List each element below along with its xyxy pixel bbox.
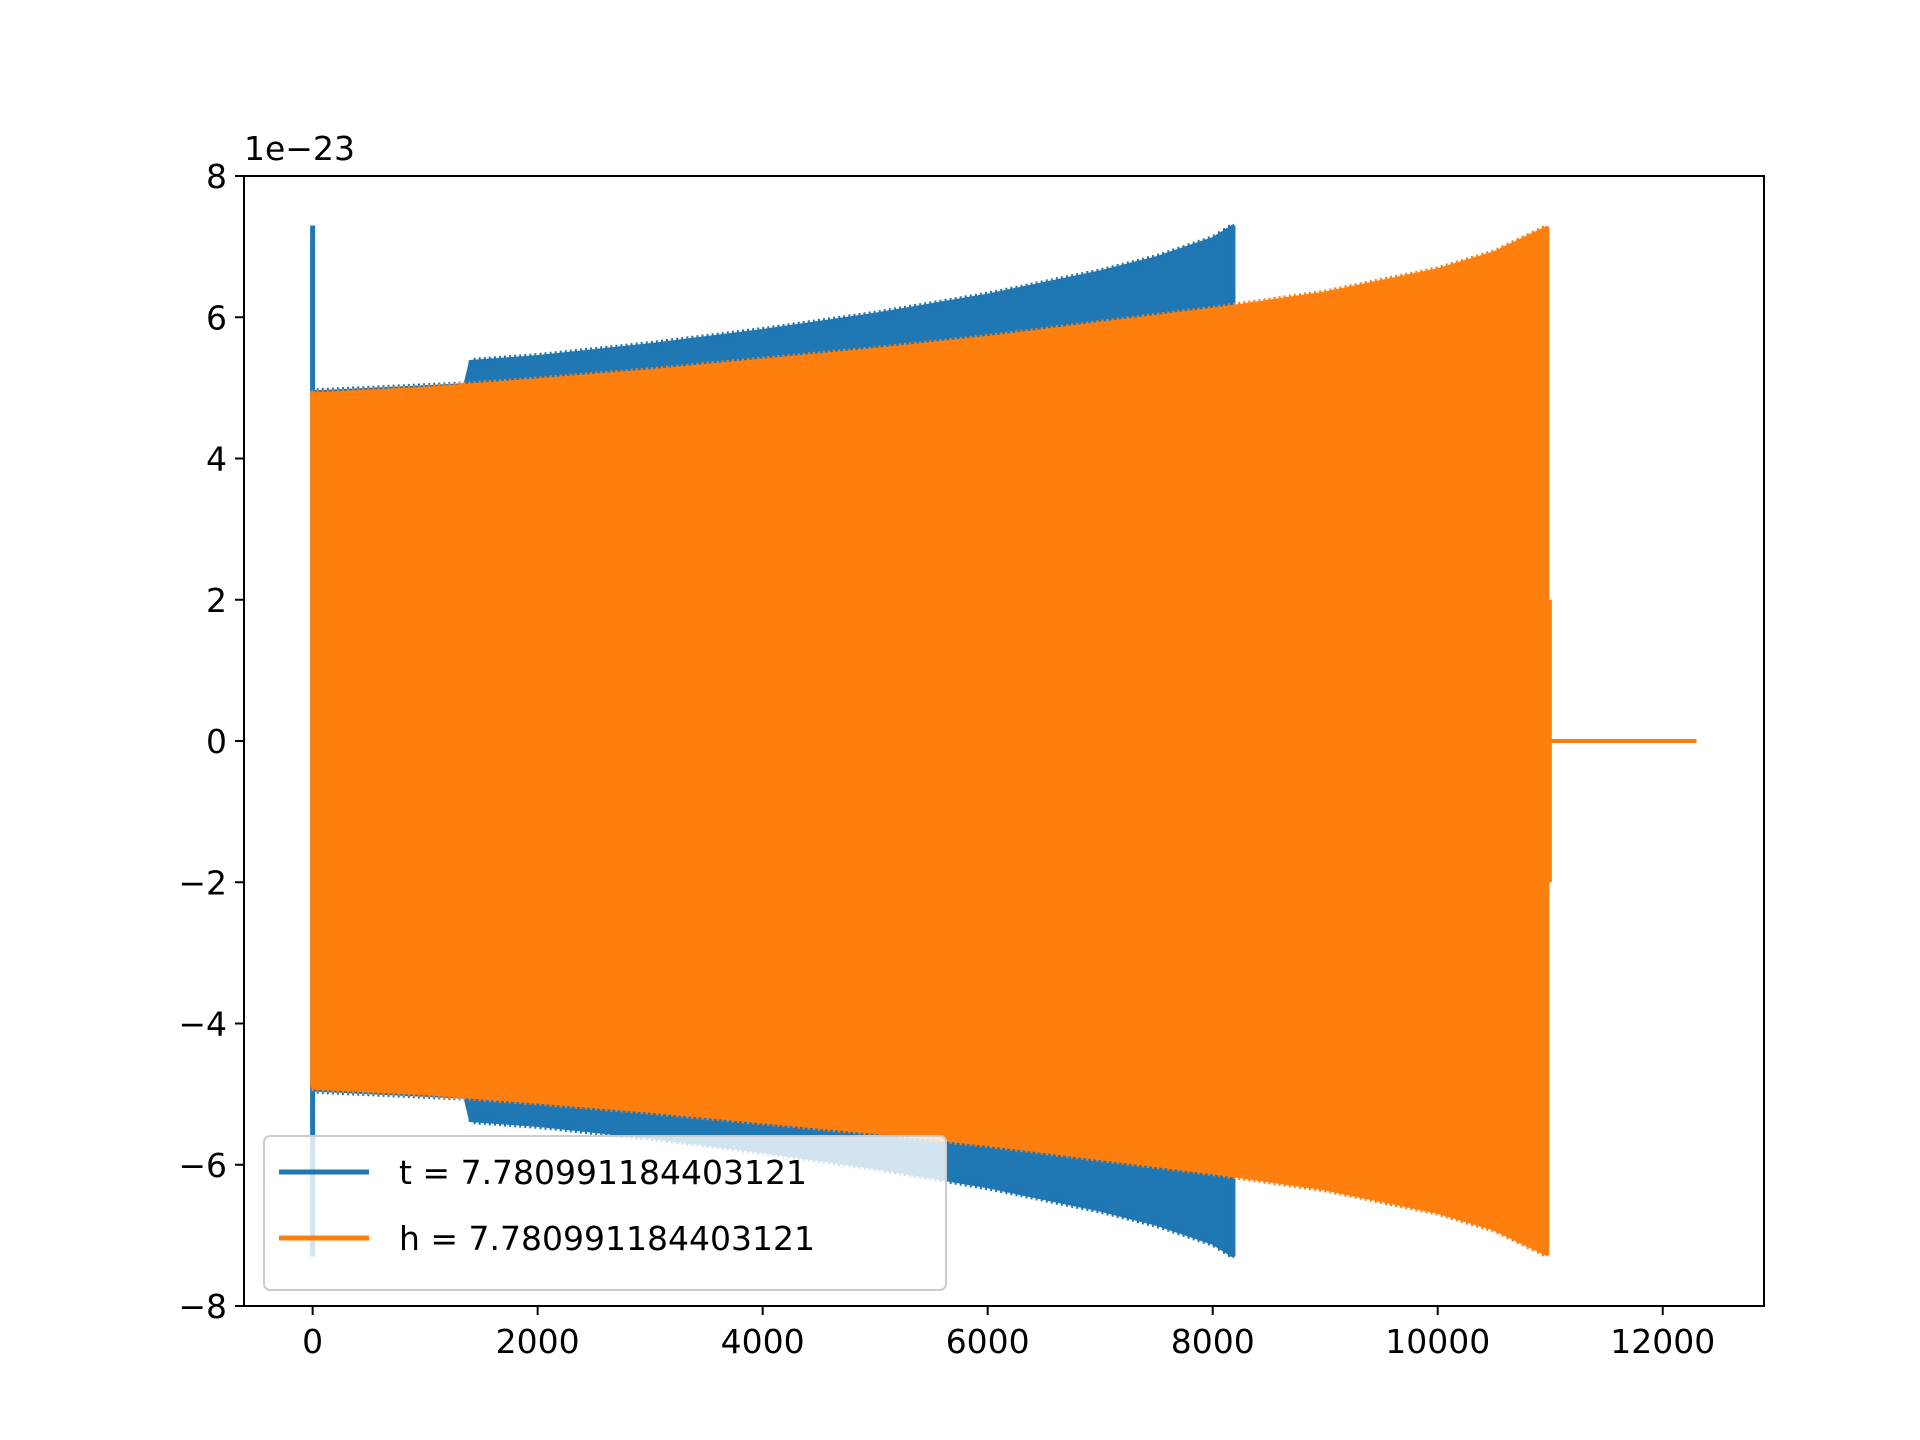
y-tick-label: −8 — [178, 1287, 227, 1326]
x-axis: 0 2000 4000 6000 8000 10000 12000 — [302, 1306, 1715, 1361]
legend-label: h = 7.780991184403121 — [399, 1219, 815, 1258]
y-tick-label: 0 — [206, 722, 227, 761]
x-tick-label: 12000 — [1610, 1322, 1715, 1361]
y-tick-label: 6 — [206, 298, 227, 337]
legend-box — [263, 1135, 947, 1291]
y-tick-label: −2 — [178, 863, 227, 902]
y-tick-label: −4 — [178, 1005, 227, 1044]
x-tick-label: 4000 — [721, 1322, 805, 1361]
x-tick-label: 2000 — [496, 1322, 580, 1361]
series-h — [310, 225, 1697, 1257]
y-offset-label: 1e−23 — [244, 129, 355, 168]
x-tick-label: 8000 — [1171, 1322, 1255, 1361]
y-tick-label: −6 — [178, 1146, 227, 1185]
y-axis: −8 −6 −4 −2 0 2 4 6 8 — [178, 157, 244, 1326]
y-tick-label: 2 — [206, 581, 227, 620]
y-tick-label: 4 — [206, 440, 227, 479]
x-tick-label: 0 — [302, 1322, 323, 1361]
y-tick-label: 8 — [206, 157, 227, 196]
legend: t = 7.780991184403121 h = 7.7809911844031… — [263, 1135, 947, 1291]
x-tick-label: 6000 — [946, 1322, 1030, 1361]
plot-area — [243, 175, 1765, 1307]
x-tick-label: 10000 — [1385, 1322, 1490, 1361]
legend-label: t = 7.780991184403121 — [399, 1153, 807, 1192]
